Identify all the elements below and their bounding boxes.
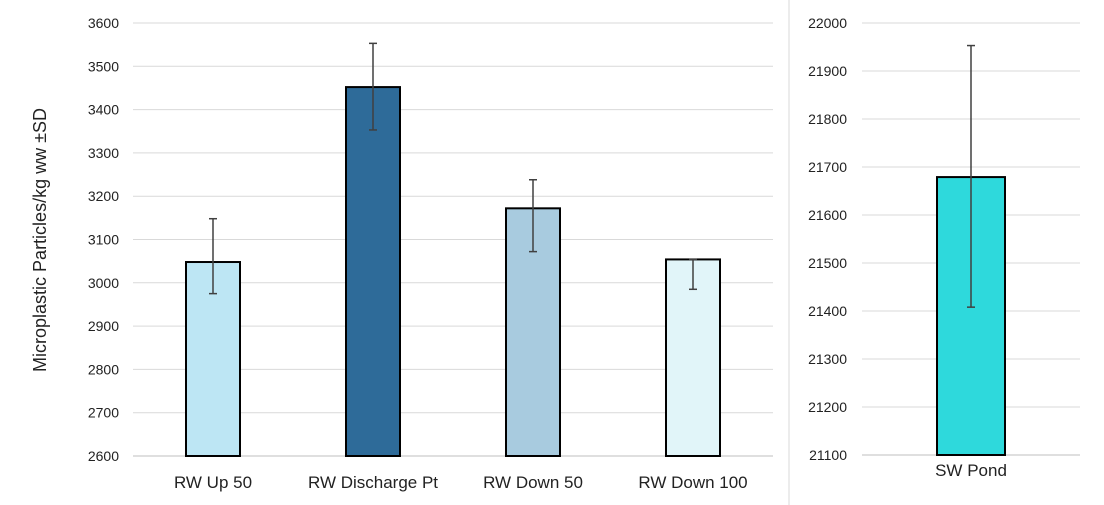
y-tick-label: 2600 [88, 448, 119, 464]
x-category-label: RW Up 50 [174, 473, 252, 492]
y-tick-label: 3100 [88, 232, 119, 248]
y-tick-label: 3600 [88, 15, 119, 31]
bar [345, 86, 401, 457]
y-tick-label: 21600 [808, 207, 847, 223]
y-axis-label: Microplastic Particles/kg ww ±SD [30, 108, 50, 372]
y-tick-label: 3000 [88, 275, 119, 291]
x-category-label: RW Discharge Pt [308, 473, 438, 492]
x-category-label: RW Down 100 [638, 473, 747, 492]
y-tick-label: 3300 [88, 145, 119, 161]
y-tick-label: 3200 [88, 188, 119, 204]
y-tick-label: 22000 [808, 15, 847, 31]
y-tick-label: 2700 [88, 405, 119, 421]
y-tick-label: 21800 [808, 111, 847, 127]
y-tick-label: 21700 [808, 159, 847, 175]
y-tick-label: 21100 [809, 447, 847, 463]
y-tick-label: 21300 [808, 351, 847, 367]
right-chart-panel: 21100 21200 21300 21400 21500 21600 21700 21800… [808, 15, 1080, 480]
y-tick-label: 2800 [88, 361, 119, 377]
x-category-label: SW Pond [935, 461, 1007, 480]
y-tick-label: 21900 [808, 63, 847, 79]
x-category-label: RW Down 50 [483, 473, 583, 492]
y-tick-label: 2900 [88, 318, 119, 334]
y-tick-label: 21400 [808, 303, 847, 319]
y-tick-label: 3500 [88, 58, 119, 74]
y-tick-label: 3400 [88, 102, 119, 118]
y-tick-label: 21500 [808, 255, 847, 271]
y-tick-label: 21200 [808, 399, 847, 415]
left-chart-panel: 2600 2700 2800 2900 3000 3100 3200 3300 3400 3500… [88, 15, 773, 492]
